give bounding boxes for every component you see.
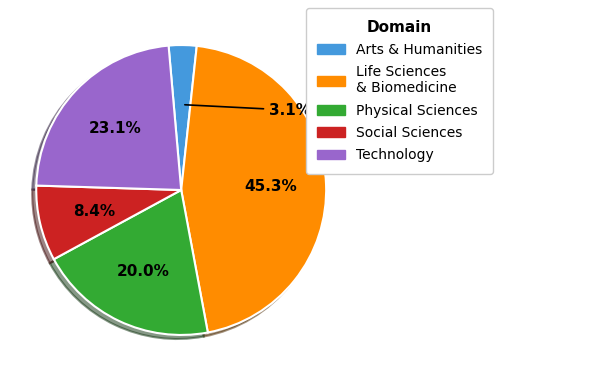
Legend: Arts & Humanities, Life Sciences
& Biomedicine, Physical Sciences, Social Scienc: Arts & Humanities, Life Sciences & Biome… — [306, 8, 493, 174]
Wedge shape — [54, 190, 208, 335]
Text: 20.0%: 20.0% — [117, 264, 169, 279]
Wedge shape — [36, 46, 181, 190]
Text: 3.1%: 3.1% — [185, 103, 311, 118]
Text: 23.1%: 23.1% — [89, 121, 142, 136]
Wedge shape — [36, 185, 181, 259]
Wedge shape — [169, 45, 197, 190]
Text: 45.3%: 45.3% — [245, 179, 297, 194]
Wedge shape — [181, 46, 326, 332]
Text: 8.4%: 8.4% — [73, 204, 115, 219]
